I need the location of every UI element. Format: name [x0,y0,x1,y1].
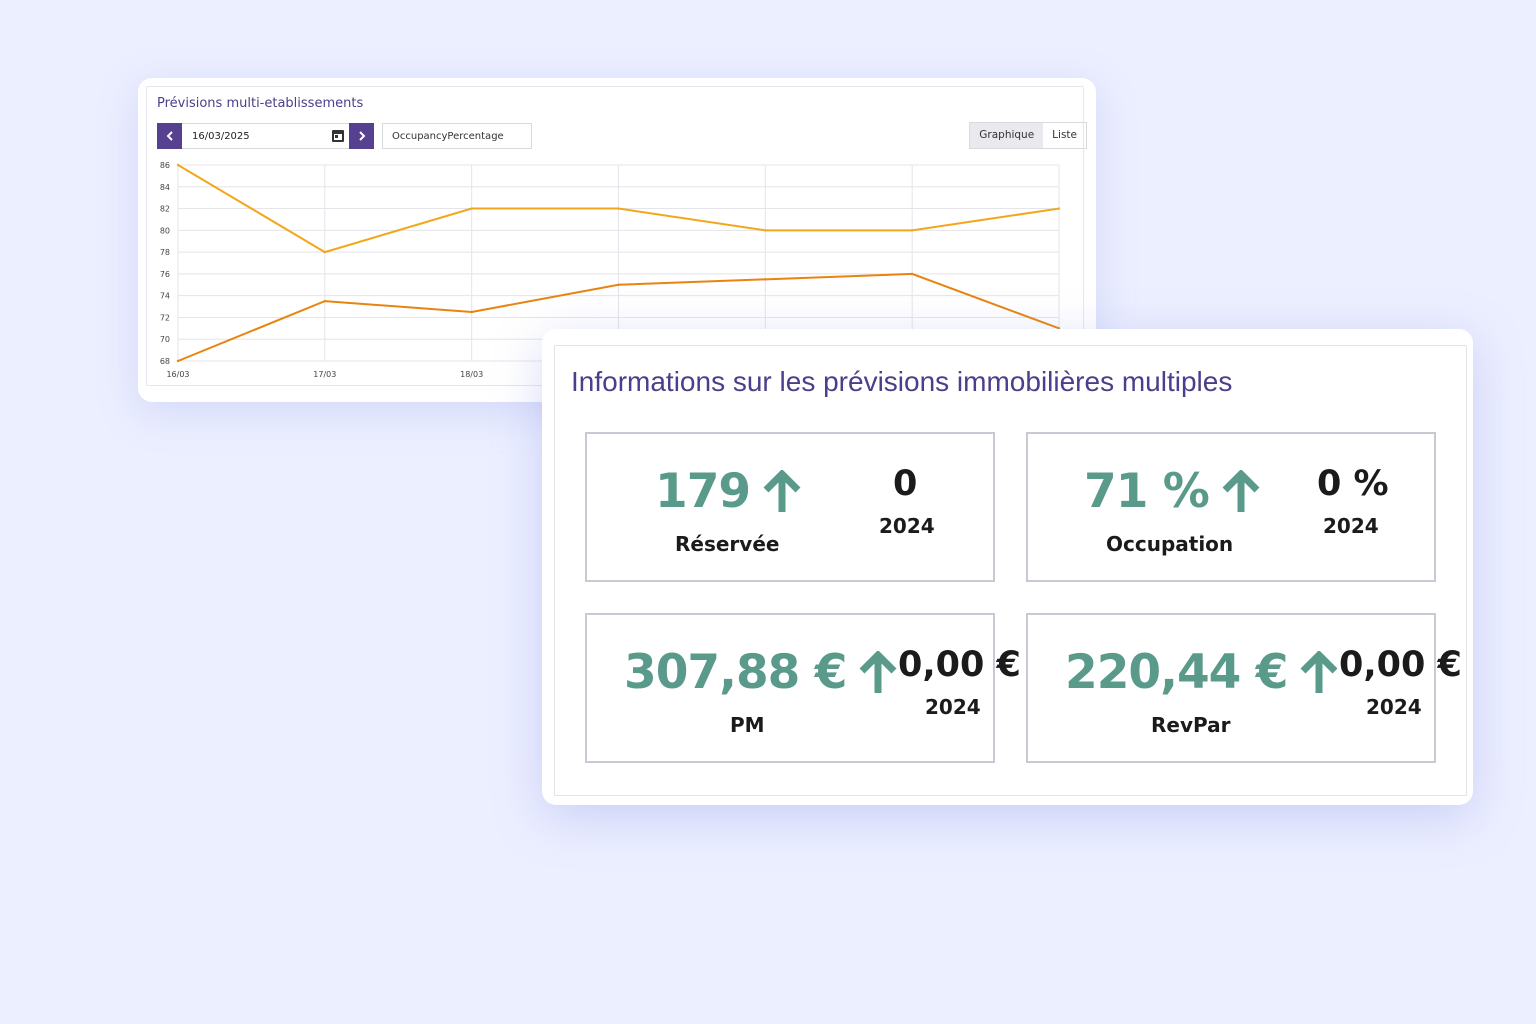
kpi-previous-value: 0 [893,464,918,504]
data-point [764,229,767,232]
kpi-box-occupancy: 71 % Occupation 0 % 2024 [1026,432,1436,582]
arrow-up-icon [1300,650,1338,693]
data-point [323,299,327,303]
data-point [910,229,914,232]
y-tick-label: 84 [160,183,170,192]
kpi-previous-year: 2024 [879,514,935,538]
kpi-label: PM [730,713,765,737]
kpi-label: RevPar [1151,713,1231,737]
calendar-icon[interactable] [332,130,344,142]
chevron-left-icon [166,131,173,141]
kpi-box-pm: 307,88 € PM 0,00 € 2024 [585,613,1021,763]
data-point [176,163,180,167]
kpi-panel: Informations sur les prévisions immobili… [554,345,1467,796]
y-tick-label: 86 [160,161,170,170]
y-tick-label: 78 [160,248,170,257]
kpi-previous-value: 0 % [1317,464,1389,504]
kpi-panel-title: Informations sur les prévisions immobili… [571,366,1233,397]
list-view-button[interactable]: Liste [1052,129,1077,141]
x-tick-label: 17/03 [313,370,336,379]
kpi-label: Réservée [675,532,780,556]
kpi-previous-value: 0,00 € [1339,645,1462,685]
arrow-up-icon [1222,469,1260,512]
arrow-up-icon [763,469,801,512]
y-tick-label: 68 [160,357,170,366]
kpi-main-value: 179 [655,464,802,519]
data-point [617,207,620,210]
kpi-previous-year: 2024 [1366,695,1422,719]
y-tick-label: 72 [160,313,170,322]
date-input[interactable]: 16/03/2025 [182,123,349,149]
y-tick-label: 82 [160,205,170,214]
next-date-button[interactable] [349,123,374,149]
arrow-up-icon [859,650,897,693]
kpi-box-revpar: 220,44 € RevPar 0,00 € 2024 [1026,613,1462,763]
metric-select[interactable]: OccupancyPercentage [382,123,532,149]
kpi-value: 71 % [1084,464,1210,519]
kpi-previous-value: 0,00 € [898,645,1021,685]
metric-value: OccupancyPercentage [392,131,504,142]
kpi-value: 179 [655,464,751,519]
data-point [470,310,473,314]
kpi-value: 307,88 € [624,645,847,700]
kpi-main-value: 220,44 € [1065,645,1339,700]
view-toggle: Graphique Liste [969,122,1087,149]
chevron-right-icon [358,131,365,141]
kpi-box-booked: 179 Réservée 0 2024 [585,432,995,582]
previous-date-button[interactable] [157,123,182,149]
x-tick-label: 16/03 [166,370,189,379]
data-point [323,250,327,254]
y-tick-label: 70 [160,335,170,344]
y-tick-label: 80 [160,226,170,235]
date-value: 16/03/2025 [192,131,250,142]
kpi-card: Informations sur les prévisions immobili… [542,329,1473,805]
kpi-label: Occupation [1106,532,1234,556]
data-point [910,272,914,276]
data-point [1057,327,1061,330]
kpi-previous-year: 2024 [925,695,981,719]
forecast-title: Prévisions multi-etablissements [157,96,364,111]
data-point [176,359,180,363]
kpi-main-value: 307,88 € [624,645,898,700]
data-point [1057,207,1061,210]
data-point [470,207,473,210]
kpi-previous-year: 2024 [1323,514,1379,538]
kpi-value: 220,44 € [1065,645,1288,700]
kpi-main-value: 71 % [1084,464,1261,519]
y-tick-label: 74 [160,292,170,301]
chart-view-button[interactable]: Graphique [970,123,1044,148]
data-point [764,278,767,281]
data-point [617,283,620,286]
y-tick-label: 76 [160,270,170,279]
x-tick-label: 18/03 [460,370,483,379]
